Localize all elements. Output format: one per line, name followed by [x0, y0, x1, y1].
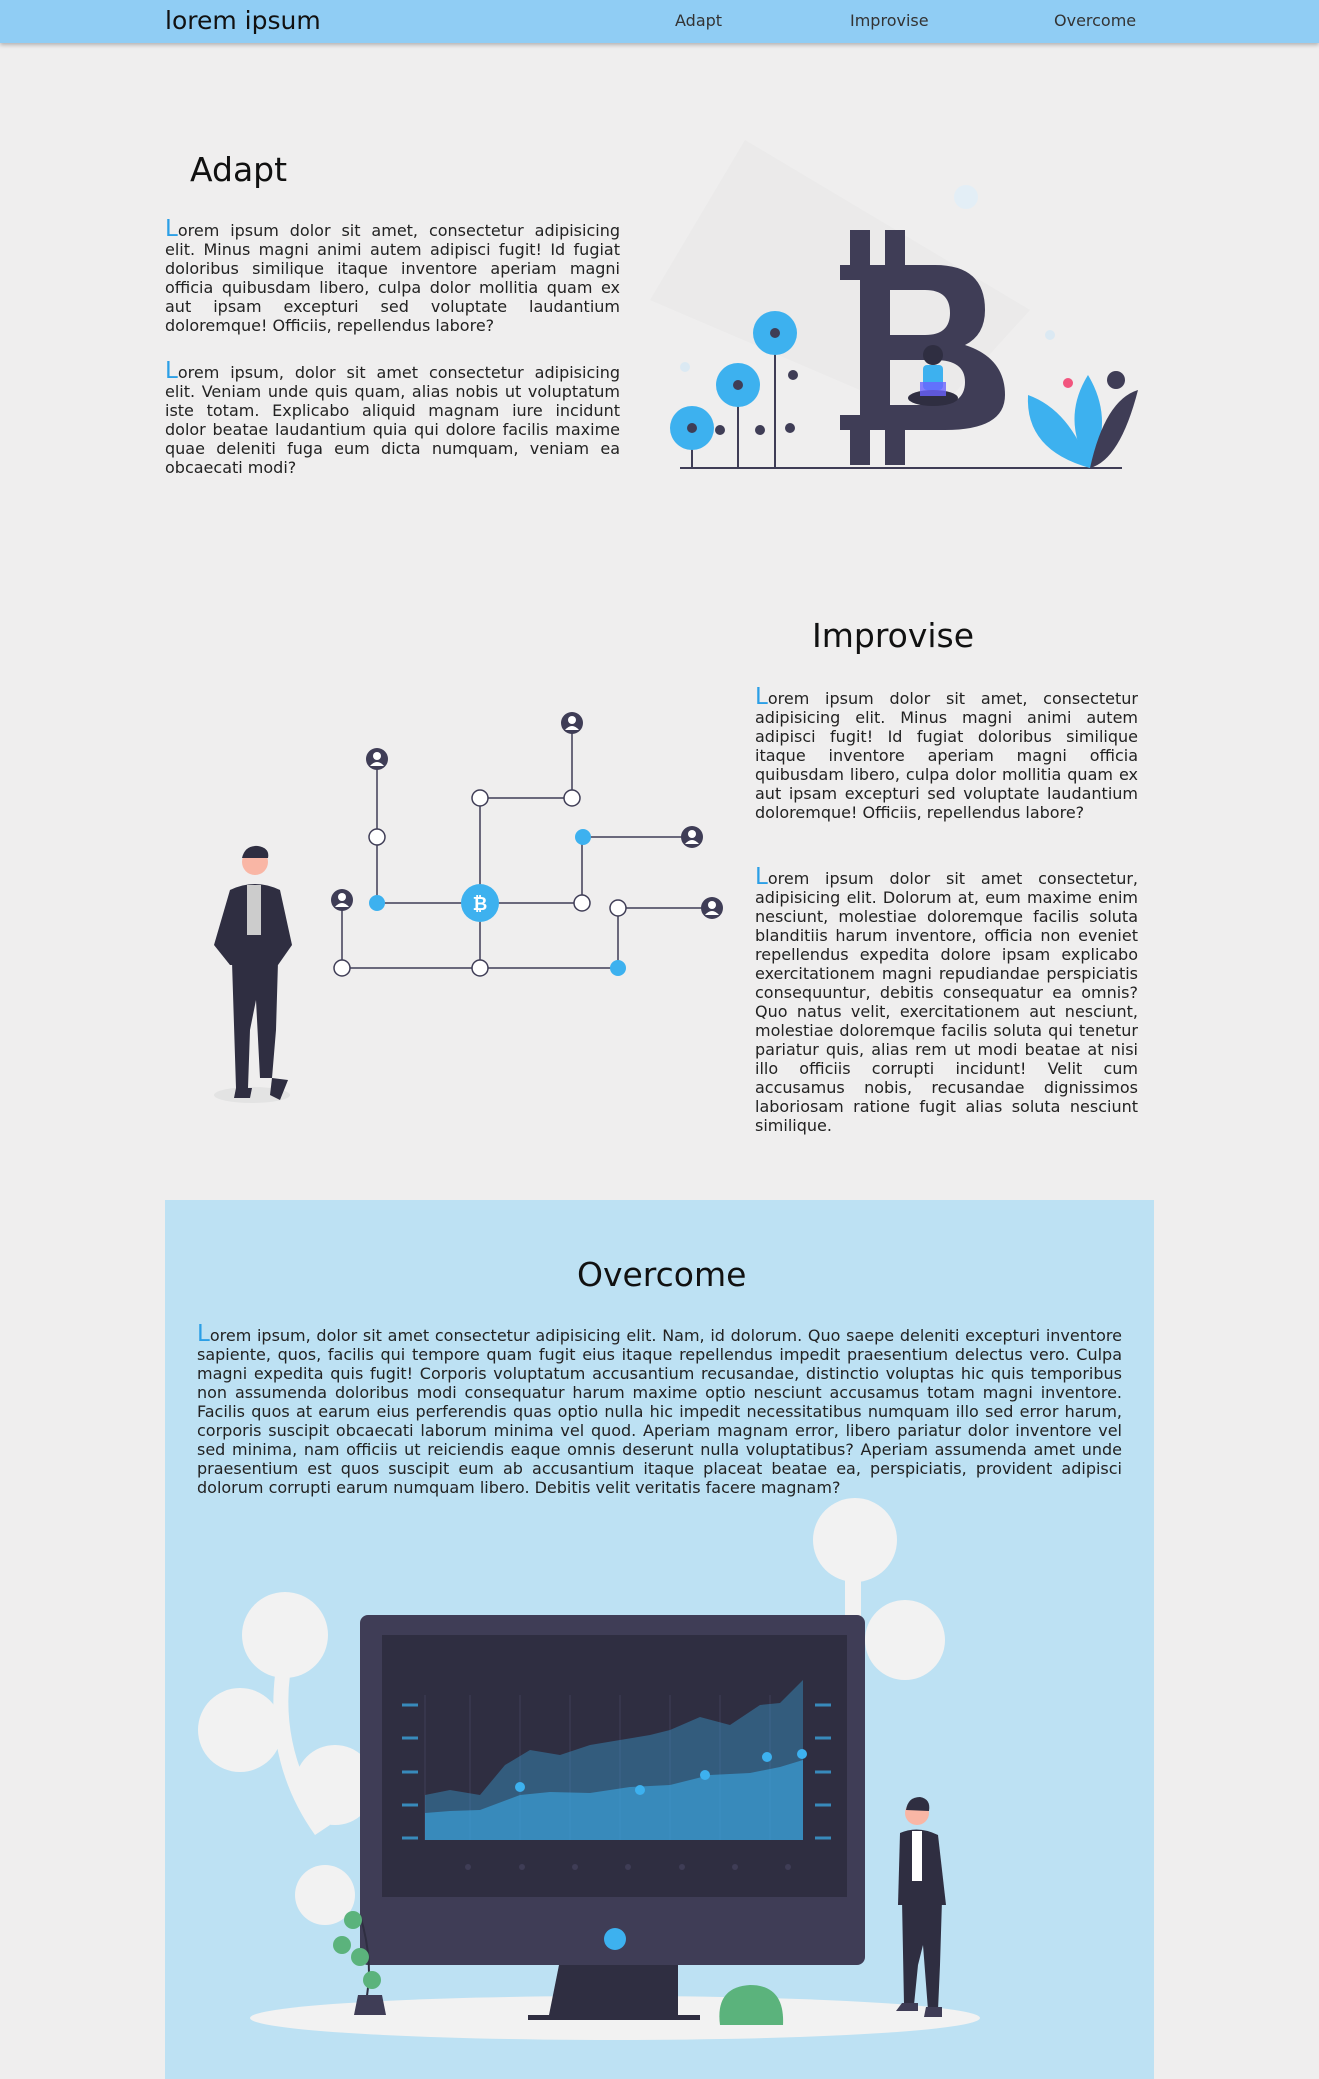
network-illustration: ₿ — [214, 712, 723, 1103]
nav-link-improvise[interactable]: Improvise — [850, 11, 929, 30]
bitcoin-illustration — [650, 140, 1138, 469]
overcome-paragraph: Lorem ipsum, dolor sit amet consectetur … — [197, 1321, 1122, 1498]
brand-logo[interactable]: lorem ipsum — [165, 6, 321, 35]
navbar: lorem ipsum Adapt Improvise Overcome — [0, 0, 1319, 43]
adapt-paragraph-1: Lorem ipsum dolor sit amet, consectetur … — [165, 216, 620, 336]
improvise-title: Improvise — [812, 616, 975, 655]
adapt-title: Adapt — [190, 150, 288, 189]
improvise-paragraph-2: Lorem ipsum dolor sit amet consectetur, … — [755, 864, 1138, 1136]
svg-text:₿: ₿ — [473, 894, 488, 915]
monitor-chart-illustration — [198, 1498, 980, 2040]
nav-link-adapt[interactable]: Adapt — [675, 11, 723, 30]
adapt-paragraph-2: Lorem ipsum, dolor sit amet consectetur … — [165, 358, 620, 478]
improvise-paragraph-1: Lorem ipsum dolor sit amet, consectetur … — [755, 684, 1138, 823]
overcome-title: Overcome — [577, 1255, 747, 1294]
nav-link-overcome[interactable]: Overcome — [1054, 11, 1137, 30]
